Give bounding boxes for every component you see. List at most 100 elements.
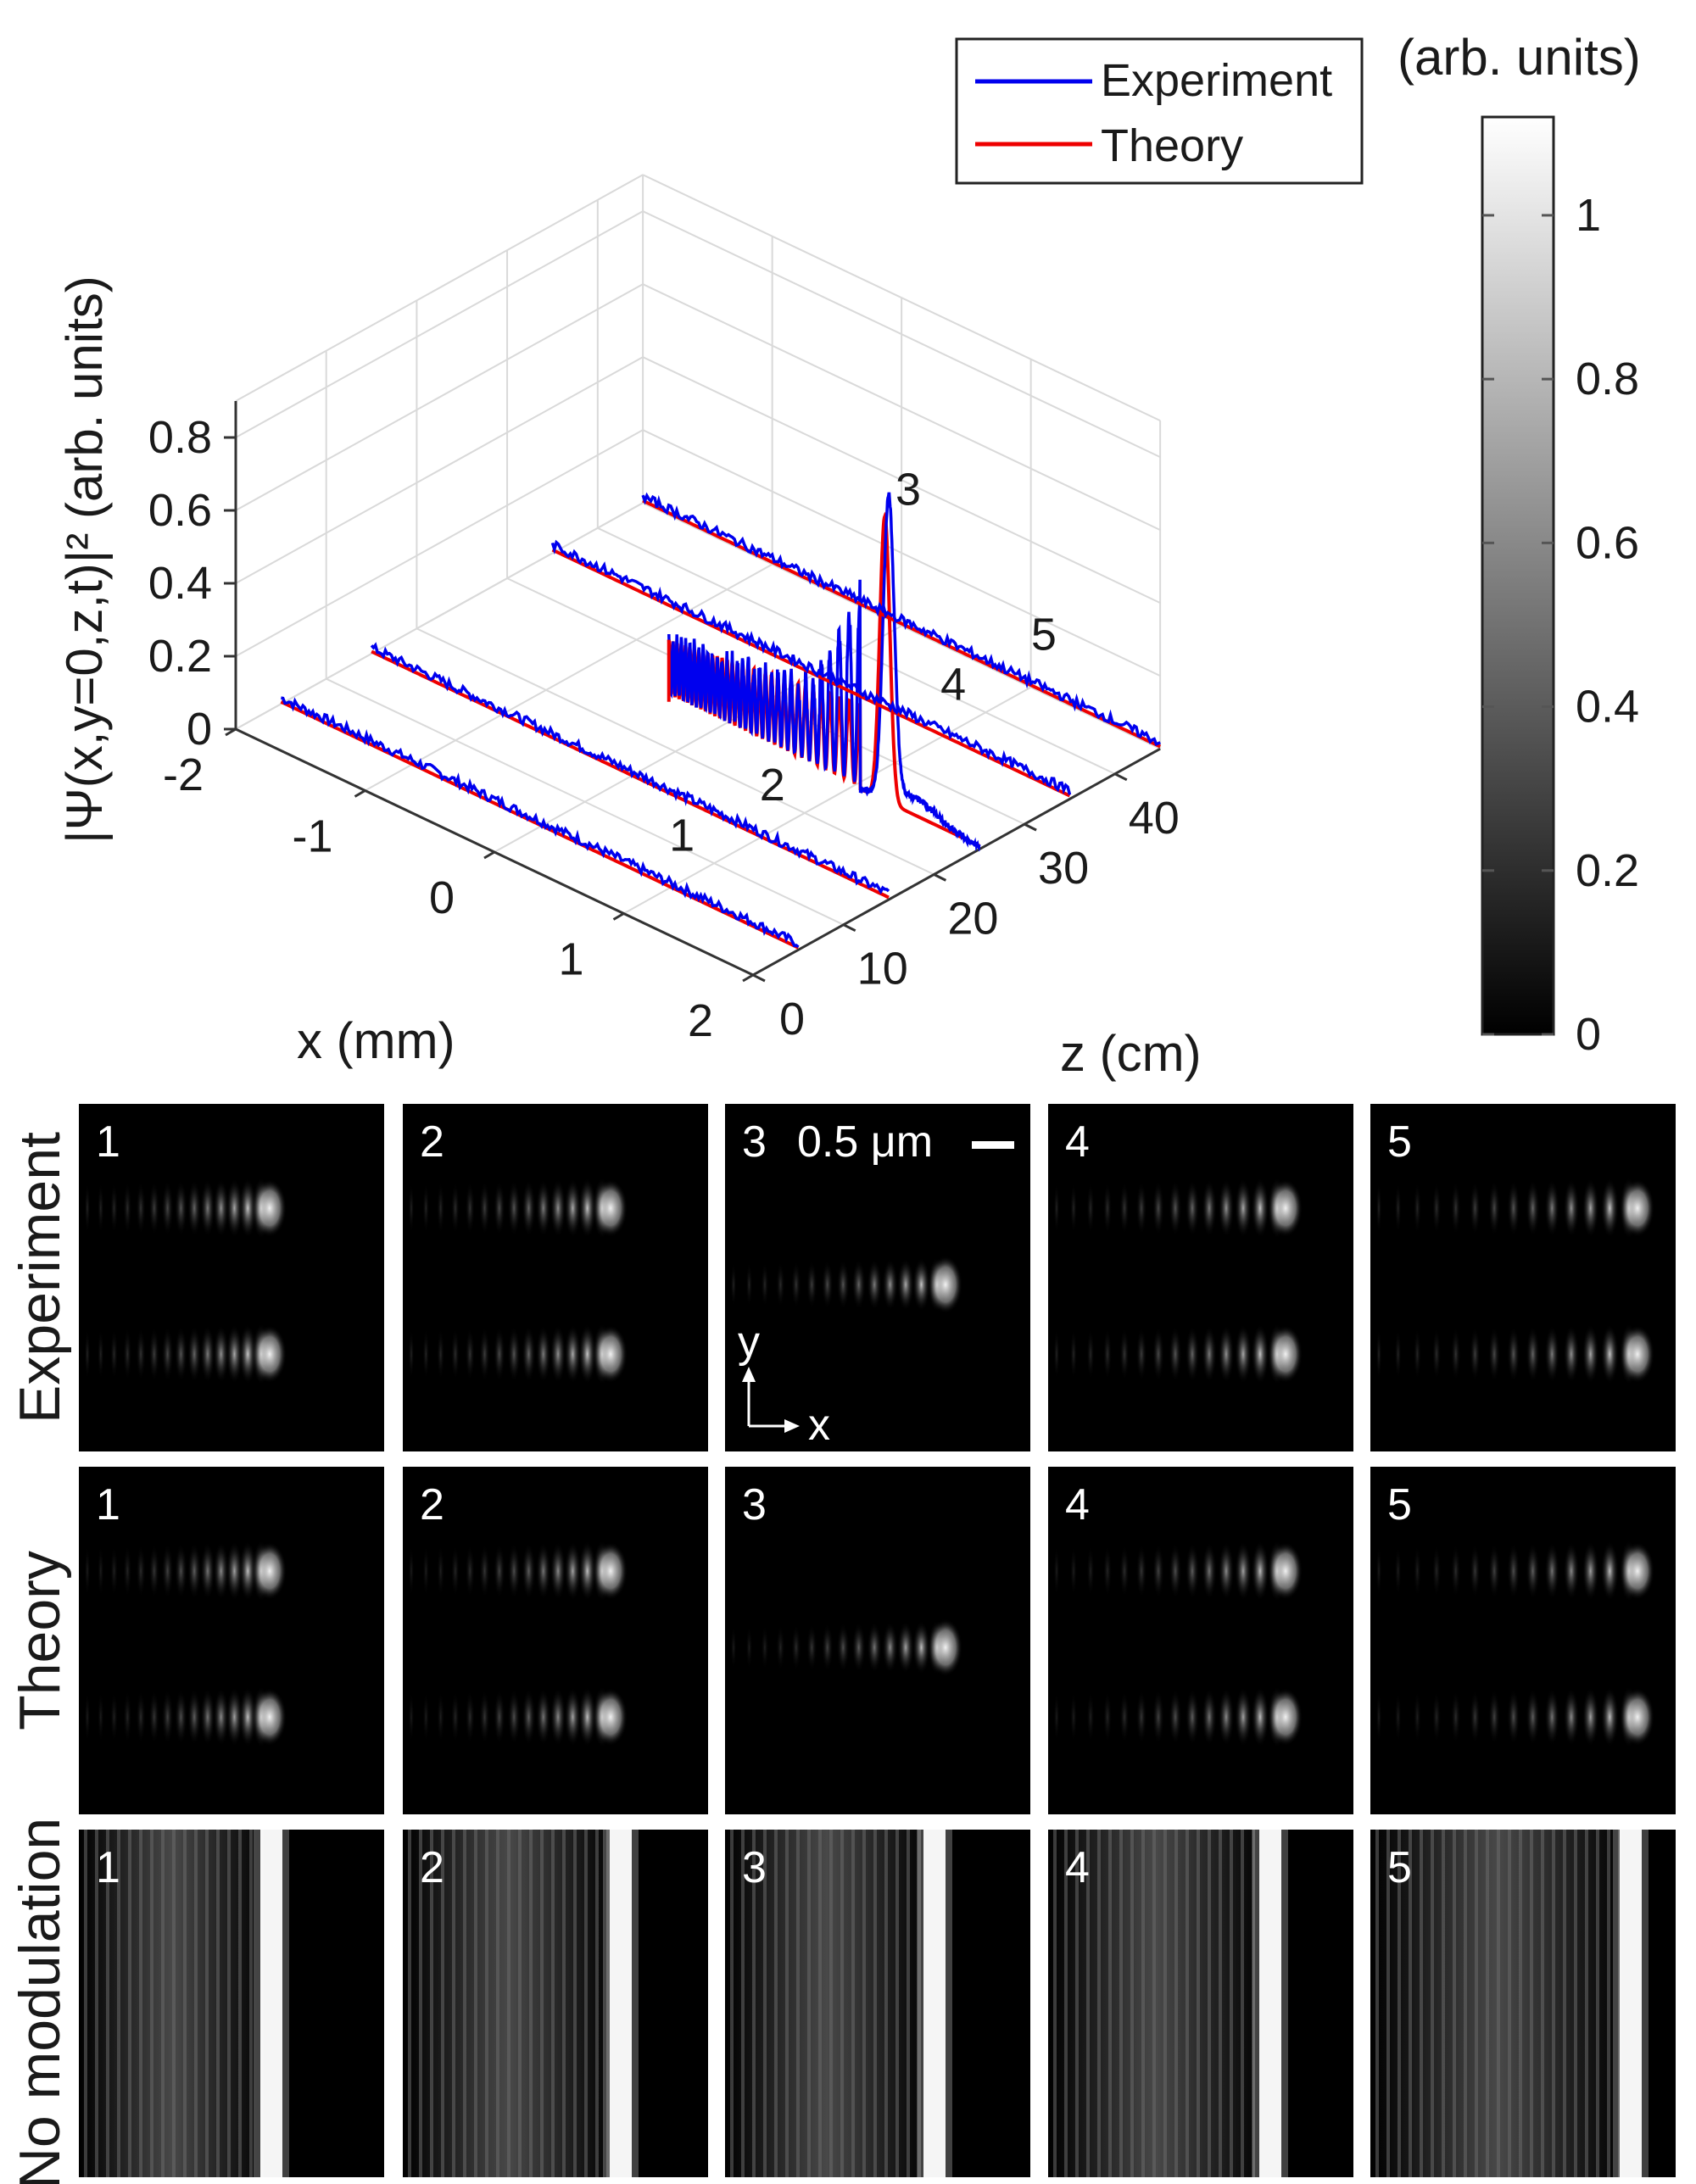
fringe-spot (1413, 1182, 1421, 1234)
fringe-line (441, 1830, 444, 2177)
fringe-spot (1152, 1689, 1164, 1745)
fringe-line (1585, 1830, 1588, 2177)
grid-line (235, 174, 644, 402)
panel-background (403, 1467, 708, 1814)
grid-line (642, 174, 1161, 422)
fringe-spot (479, 1326, 490, 1382)
fringe-spot (422, 1545, 430, 1597)
fringe-spot (882, 1258, 898, 1311)
fringe-line (161, 1830, 165, 2177)
image-panel: 2 (403, 1104, 708, 1451)
fringe-spot (776, 1624, 785, 1671)
fringe-line (1607, 1830, 1610, 2177)
colorbar-tick-label: 0.6 (1576, 517, 1639, 568)
image-panel: 3 (725, 1104, 1030, 1451)
fringe-spot (1053, 1329, 1060, 1380)
fringe-spot (136, 1544, 146, 1598)
fringe-line (807, 1830, 811, 2177)
image-panel: 1 (79, 1467, 384, 1814)
panel-number: 4 (1065, 1843, 1090, 1892)
fringe-spot (148, 1543, 160, 1599)
fringe-spot (1582, 1540, 1599, 1602)
fringe-spot (1135, 1180, 1147, 1236)
fringe-spot (213, 1178, 229, 1238)
fringe-line (1130, 1830, 1134, 2177)
fringe-line (551, 1830, 555, 2177)
fringe-spot (912, 1257, 930, 1312)
fringe-spot (1070, 1328, 1077, 1380)
fringe-line (1420, 1830, 1423, 2177)
fringe-line (895, 1830, 899, 2177)
fringe-spot (84, 1546, 91, 1596)
fringe-spot (1451, 1690, 1461, 1745)
z-tick (752, 973, 766, 983)
fringe-spot (836, 1622, 850, 1673)
grid-line (494, 625, 902, 853)
fringe-spot (578, 1686, 597, 1747)
fringe-spot (1102, 1327, 1113, 1381)
fringe-spot (1119, 1690, 1130, 1745)
fringe-spot (174, 1688, 187, 1746)
fringe-spot (1375, 1183, 1382, 1234)
fringe-line (1252, 1830, 1255, 2177)
fringe-line (1486, 1830, 1489, 2177)
fringe-spot (536, 1325, 551, 1384)
fringe-spot (1070, 1545, 1077, 1597)
bright-band (610, 1830, 632, 2177)
z-axis-label: z (cm) (1060, 1025, 1202, 1082)
fringe-spot (1218, 1687, 1235, 1747)
grid-line (235, 283, 1161, 532)
fringe-spot (564, 1324, 582, 1384)
fringe-spot (1488, 1326, 1501, 1382)
fringe-spot (1218, 1178, 1235, 1238)
fringe-spot (110, 1182, 119, 1234)
fringe-spot (1119, 1544, 1130, 1598)
panel-number: 3 (742, 1117, 767, 1167)
peak-spot (1269, 1542, 1303, 1600)
fringe-spot (479, 1180, 490, 1236)
fringe-spot (1086, 1545, 1095, 1597)
row-label: Experiment (8, 1132, 72, 1424)
profile-label: 5 (1031, 609, 1057, 660)
fringe-spot (450, 1544, 460, 1598)
fringe-spot (1488, 1180, 1501, 1236)
fringe-spot (1235, 1178, 1252, 1239)
z-tick-label: 0 (779, 994, 805, 1045)
fringe-spot (465, 1181, 475, 1235)
scalebar-bar (972, 1141, 1014, 1149)
fringe-line (1163, 1830, 1167, 2177)
fringe-spot (1135, 1689, 1147, 1745)
fringe-spot (238, 1686, 257, 1747)
z-tick-label: 40 (1129, 793, 1180, 844)
scalebar-label: 0.5 μm (797, 1117, 933, 1167)
fringe-line (1530, 1830, 1533, 2177)
fringe-spot (226, 1324, 243, 1384)
fringe-spot (84, 1329, 91, 1380)
fringe-spot (536, 1178, 551, 1238)
fringe-spot (1526, 1325, 1540, 1383)
x-tick-label: 1 (558, 934, 583, 985)
fringe-spot (550, 1541, 566, 1601)
fringe-spot (745, 1624, 753, 1670)
fringe-spot (507, 1179, 521, 1237)
fringe-spot (1470, 1326, 1481, 1382)
fringe-spot (408, 1183, 415, 1234)
fringe-spot (123, 1181, 132, 1235)
z-tick-label: 30 (1038, 843, 1089, 894)
fringe-spot (1394, 1182, 1402, 1234)
fringe-line (873, 1830, 877, 2177)
fringe-line (562, 1830, 566, 2177)
fringe-spot (1563, 1541, 1580, 1601)
fringe-spot (123, 1690, 132, 1744)
peak-spot (253, 1325, 287, 1384)
fringe-line (1119, 1830, 1123, 2177)
profile-label: 3 (895, 465, 921, 515)
panel-number: 1 (96, 1117, 120, 1167)
fringe-line (907, 1830, 910, 2177)
axis-marker-x-label: x (808, 1401, 830, 1450)
peak-spot (1269, 1688, 1303, 1747)
fringe-spot (1202, 1541, 1217, 1601)
fringe-spot (1432, 1181, 1442, 1235)
fringe-spot (1375, 1546, 1382, 1596)
